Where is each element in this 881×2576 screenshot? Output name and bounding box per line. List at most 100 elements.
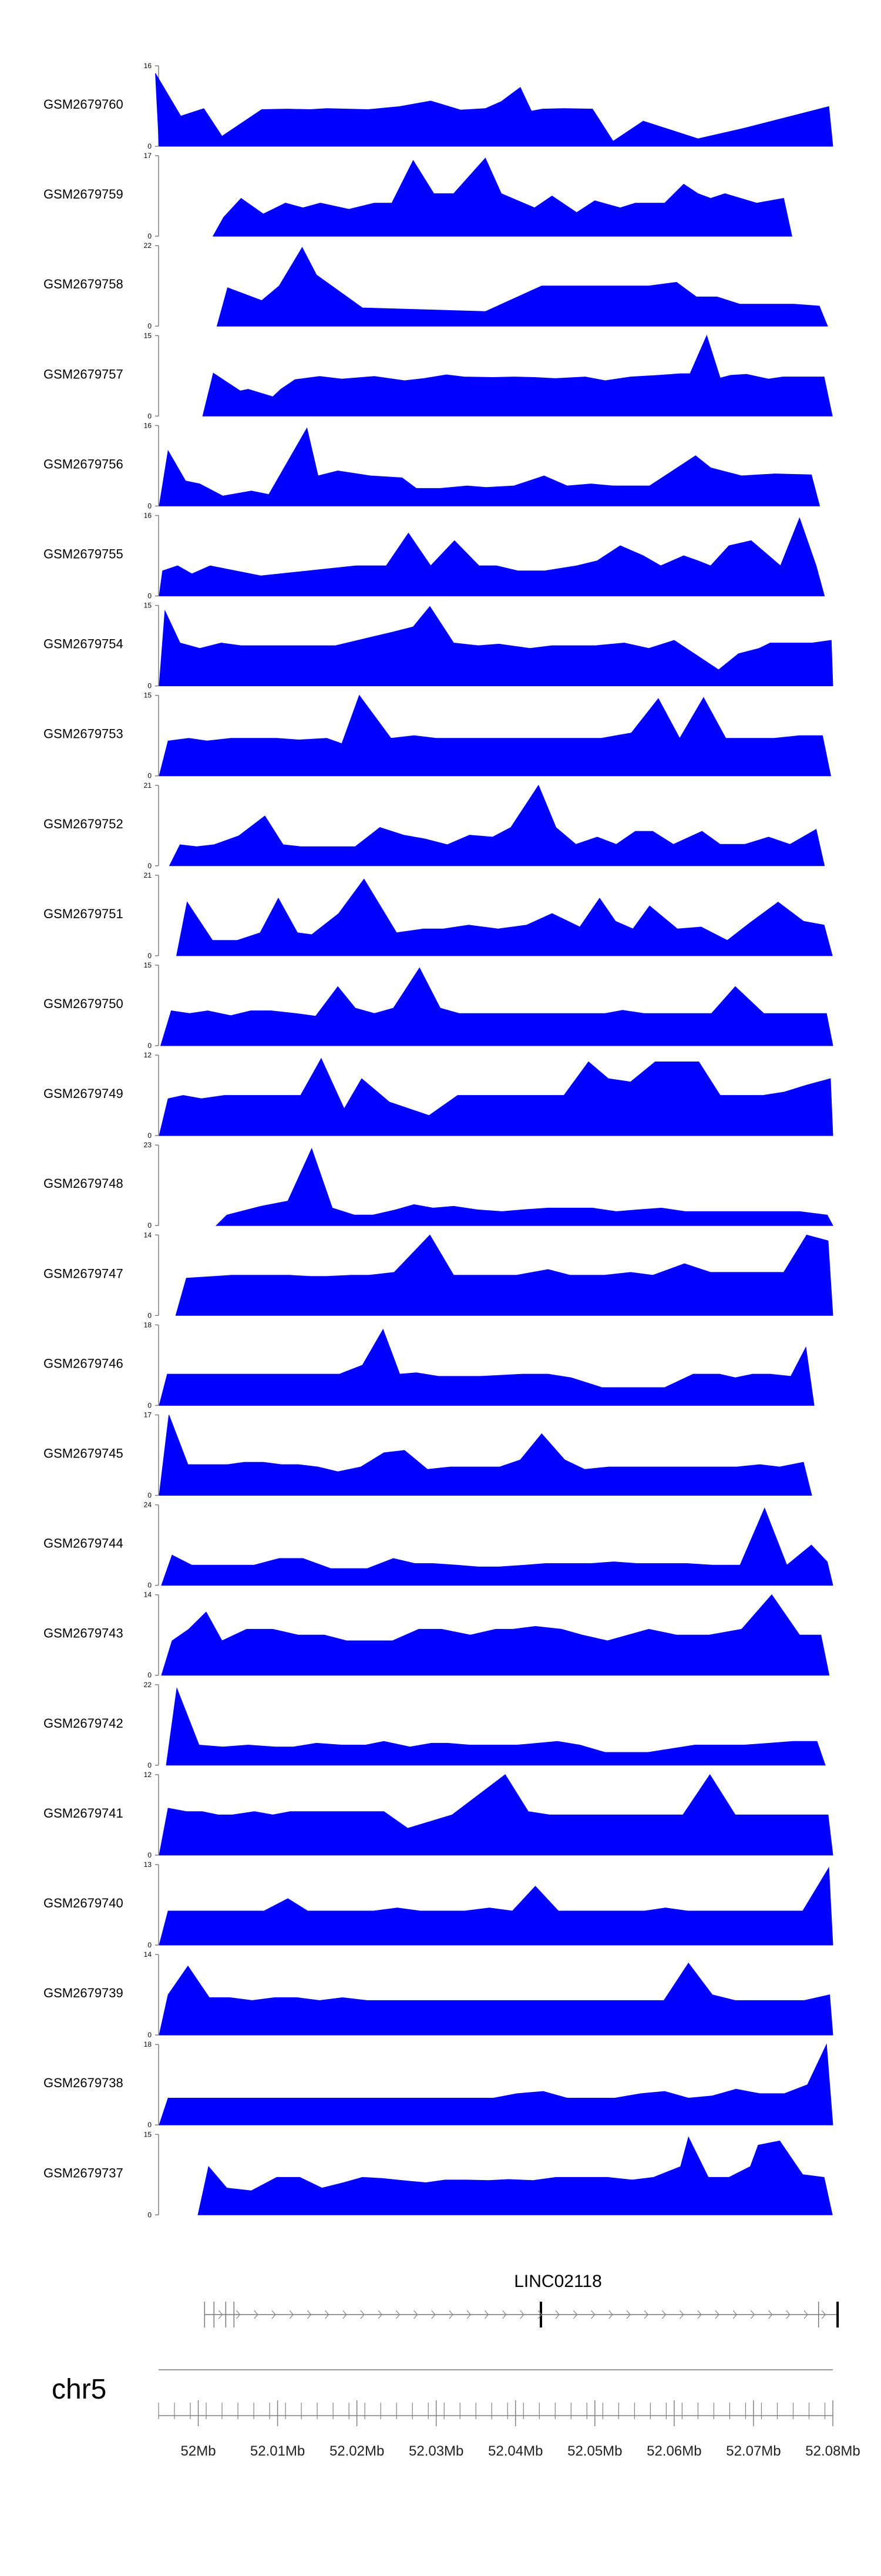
y-min-label: 0: [147, 862, 152, 870]
track-GSM2679755: GSM2679755 16 0: [43, 512, 825, 600]
track-label: GSM2679750: [43, 996, 123, 1011]
track-GSM2679739: GSM2679739 14 0: [43, 1950, 833, 2039]
track-label: GSM2679741: [43, 1806, 123, 1821]
coverage-area: [159, 2043, 833, 2125]
coverage-area: [159, 1962, 833, 2036]
y-max-label: 17: [144, 1411, 152, 1419]
y-max-label: 15: [144, 331, 152, 340]
strand-arrow: [395, 2310, 401, 2319]
track-GSM2679750: GSM2679750 15 0: [43, 961, 833, 1050]
coverage-area: [159, 1415, 812, 1496]
y-min-label: 0: [147, 232, 152, 240]
strand-arrow: [732, 2310, 737, 2319]
genome-axis: 52Mb 52.01Mb 52.02Mb 52.03Mb 52.04Mb 52.05Mb 5…: [158, 2400, 860, 2459]
track-label: GSM2679740: [43, 1896, 123, 1910]
track-GSM2679744: GSM2679744 24 0: [43, 1501, 833, 1590]
track-GSM2679759: GSM2679759 17 0: [43, 152, 792, 240]
track-label: GSM2679747: [43, 1266, 123, 1281]
axis-tick-label: 52.01Mb: [250, 2443, 305, 2459]
track-label: GSM2679738: [43, 2075, 123, 2090]
strand-arrow: [218, 2310, 223, 2319]
coverage-area: [161, 1507, 833, 1586]
y-min-label: 0: [147, 1131, 152, 1140]
coverage-area: [212, 157, 792, 237]
strand-arrow: [378, 2310, 382, 2319]
strand-arrow: [715, 2310, 719, 2319]
y-min-label: 0: [147, 502, 152, 510]
track-GSM2679738: GSM2679738 18 0: [43, 2040, 833, 2129]
coverage-area: [159, 1328, 815, 1406]
strand-arrow: [502, 2310, 507, 2319]
track-label: GSM2679742: [43, 1716, 123, 1731]
strand-arrow: [271, 2310, 276, 2319]
y-min-label: 0: [147, 142, 152, 150]
coverage-area: [159, 1866, 833, 1946]
coverage-area: [159, 694, 832, 777]
coverage-area: [159, 1057, 833, 1136]
coverage-area: [176, 878, 833, 956]
coverage-area: [169, 784, 825, 866]
strand-arrow: [360, 2310, 365, 2319]
y-max-label: 21: [144, 871, 152, 879]
coverage-area: [175, 1234, 833, 1316]
track-label: GSM2679745: [43, 1446, 123, 1461]
strand-arrow: [680, 2310, 684, 2319]
track-GSM2679758: GSM2679758 22 0: [43, 241, 828, 330]
y-max-label: 22: [144, 241, 152, 250]
y-min-label: 0: [147, 952, 152, 960]
coverage-area: [202, 334, 833, 417]
strand-arrow: [626, 2310, 631, 2319]
track-GSM2679740: GSM2679740 13 0: [43, 1860, 833, 1949]
gene-track: LINC02118: [204, 2272, 839, 2328]
strand-arrow: [644, 2310, 648, 2319]
y-max-label: 21: [144, 781, 152, 790]
y-min-label: 0: [147, 1311, 152, 1319]
strand-arrow: [466, 2310, 471, 2319]
y-min-label: 0: [147, 682, 152, 690]
gene-label: LINC02118: [514, 2272, 602, 2291]
strand-arrow: [573, 2310, 578, 2319]
y-min-label: 0: [147, 1401, 152, 1409]
strand-arrow: [591, 2310, 596, 2319]
y-max-label: 12: [144, 1051, 152, 1059]
coverage-area: [159, 1774, 833, 1856]
strand-arrow: [803, 2310, 808, 2319]
strand-arrow: [750, 2310, 755, 2319]
coverage-area: [159, 427, 821, 506]
y-min-label: 0: [147, 1221, 152, 1230]
strand-arrow: [342, 2310, 347, 2319]
axis-tick-label: 52.07Mb: [726, 2443, 781, 2459]
track-GSM2679753: GSM2679753 15 0: [43, 691, 832, 780]
y-max-label: 15: [144, 602, 152, 610]
gene-model: [204, 2302, 839, 2328]
track-GSM2679748: GSM2679748 23 0: [43, 1141, 833, 1230]
strand-arrow: [236, 2310, 241, 2319]
track-GSM2679745: GSM2679745 17 0: [43, 1411, 812, 1500]
track-label: GSM2679760: [43, 97, 123, 112]
axis-tick-label: 52.02Mb: [329, 2443, 384, 2459]
y-min-label: 0: [147, 322, 152, 330]
coverage-area: [159, 606, 833, 687]
y-max-label: 13: [144, 1860, 152, 1869]
track-label: GSM2679754: [43, 637, 123, 651]
y-min-label: 0: [147, 1671, 152, 1680]
chromosome-track: chr5: [52, 2369, 833, 2405]
strand-arrow: [484, 2310, 489, 2319]
axis-tick-label: 52.05Mb: [567, 2443, 622, 2459]
track-GSM2679751: GSM2679751 21 0: [43, 871, 833, 960]
track-GSM2679757: GSM2679757 15 0: [43, 331, 833, 420]
y-max-label: 18: [144, 1321, 152, 1329]
y-max-label: 16: [144, 421, 152, 429]
y-max-label: 14: [144, 1231, 152, 1239]
track-label: GSM2679752: [43, 817, 123, 831]
track-label: GSM2679751: [43, 906, 123, 921]
y-max-label: 14: [144, 1591, 152, 1599]
track-label: GSM2679744: [43, 1536, 123, 1551]
coverage-area: [160, 967, 833, 1046]
y-max-label: 23: [144, 1141, 152, 1149]
track-GSM2679742: GSM2679742 22 0: [43, 1681, 826, 1769]
track-GSM2679754: GSM2679754 15 0: [43, 602, 833, 690]
y-min-label: 0: [147, 2031, 152, 2039]
y-max-label: 16: [144, 512, 152, 520]
